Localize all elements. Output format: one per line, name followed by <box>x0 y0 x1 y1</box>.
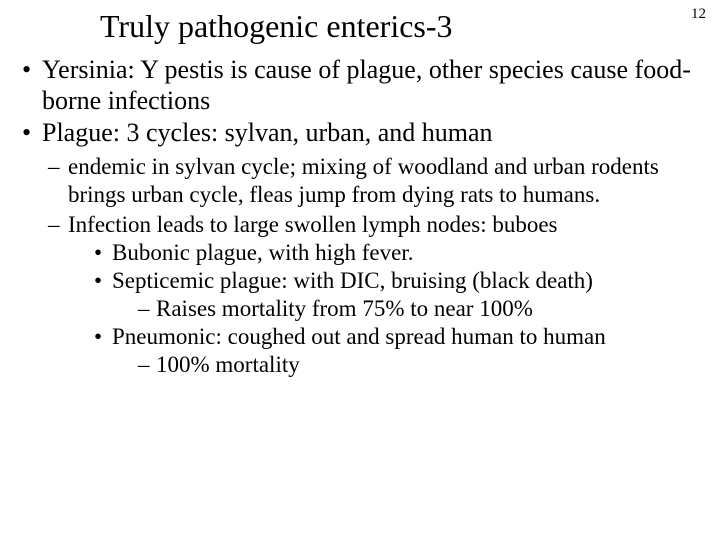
slide-title: Truly pathogenic enterics-3 <box>100 8 702 45</box>
bullet-text: Bubonic plague, with high fever. <box>112 240 414 265</box>
list-item: Bubonic plague, with high fever. <box>92 239 702 267</box>
bullet-text: Yersinia: Y pestis is cause of plague, o… <box>42 55 691 115</box>
list-item: 100% mortality <box>136 351 702 379</box>
bullet-text: endemic in sylvan cycle; mixing of woodl… <box>68 154 659 207</box>
bullet-text: Septicemic plague: with DIC, bruising (b… <box>112 268 593 293</box>
bullet-list-level1: Yersinia: Y pestis is cause of plague, o… <box>18 55 702 379</box>
list-item: Yersinia: Y pestis is cause of plague, o… <box>18 55 702 116</box>
list-item: Infection leads to large swollen lymph n… <box>46 211 702 379</box>
bullet-text: Pneumonic: coughed out and spread human … <box>112 324 606 349</box>
bullet-list-level2: endemic in sylvan cycle; mixing of woodl… <box>42 153 702 379</box>
list-item: Septicemic plague: with DIC, bruising (b… <box>92 267 702 323</box>
bullet-text: Infection leads to large swollen lymph n… <box>68 212 558 237</box>
bullet-text: Plague: 3 cycles: sylvan, urban, and hum… <box>42 118 493 147</box>
list-item: Raises mortality from 75% to near 100% <box>136 295 702 323</box>
bullet-text: Raises mortality from 75% to near 100% <box>156 296 533 321</box>
list-item: Pneumonic: coughed out and spread human … <box>92 323 702 379</box>
list-item: endemic in sylvan cycle; mixing of woodl… <box>46 153 702 209</box>
bullet-text: 100% mortality <box>156 352 300 377</box>
bullet-list-level3: Bubonic plague, with high fever. Septice… <box>68 239 702 379</box>
bullet-list-level4: 100% mortality <box>112 351 702 379</box>
bullet-list-level4: Raises mortality from 75% to near 100% <box>112 295 702 323</box>
list-item: Plague: 3 cycles: sylvan, urban, and hum… <box>18 118 702 379</box>
page-number: 12 <box>691 6 706 23</box>
